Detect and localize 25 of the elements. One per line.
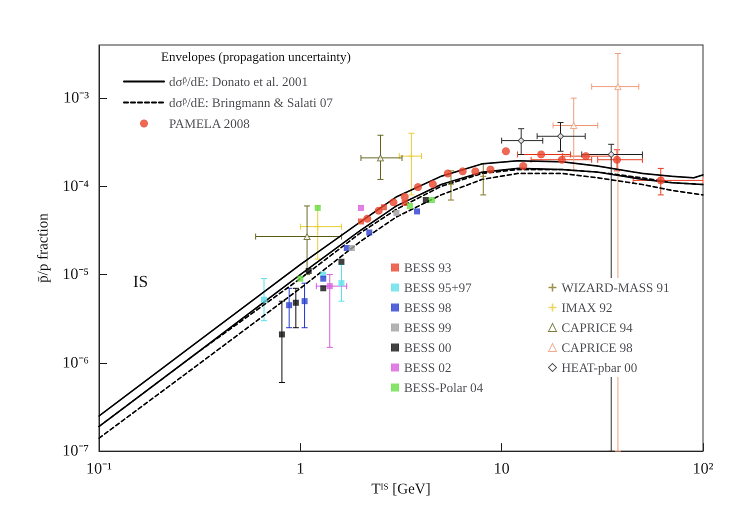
y-tick-label: 10⁻⁴ (62, 178, 90, 195)
legend-label: HEAT-pbar 00 (562, 360, 638, 375)
x-tick-label: 10⁻¹ (86, 460, 112, 478)
legend-label: CAPRICE 94 (562, 320, 634, 335)
legend-label: PAMELA 2008 (169, 116, 250, 131)
legend-label: BESS 93 (404, 260, 452, 275)
legend-label: BESS 00 (404, 340, 452, 355)
annotation: IS (133, 272, 148, 291)
y-tick-label: 10⁻⁶ (62, 354, 89, 372)
x-tick-label: 1 (296, 460, 304, 478)
legend-label: IMAX 92 (562, 300, 612, 315)
legend-title: Envelopes (propagation uncertainty) (161, 49, 351, 64)
y-tick-label: 10⁻⁷ (62, 442, 89, 460)
y-tick-label: 10⁻³ (63, 90, 90, 107)
legend-label: BESS-Polar 04 (404, 380, 484, 395)
legend-label: CAPRICE 98 (562, 340, 633, 355)
legend-label: BESS 99 (404, 320, 452, 335)
x-tick-label: 10² (692, 460, 714, 478)
legend-label: WIZARD-MASS 91 (562, 280, 670, 295)
y-axis-title: p̄/p fraction (36, 212, 52, 283)
x-tick-label: 10 (494, 460, 510, 478)
legend-label: BESS 98 (404, 300, 452, 315)
y-tick-label: 10⁻⁵ (62, 266, 89, 284)
legend-label: BESS 02 (404, 360, 452, 375)
legend-label: BESS 95+97 (404, 280, 472, 295)
